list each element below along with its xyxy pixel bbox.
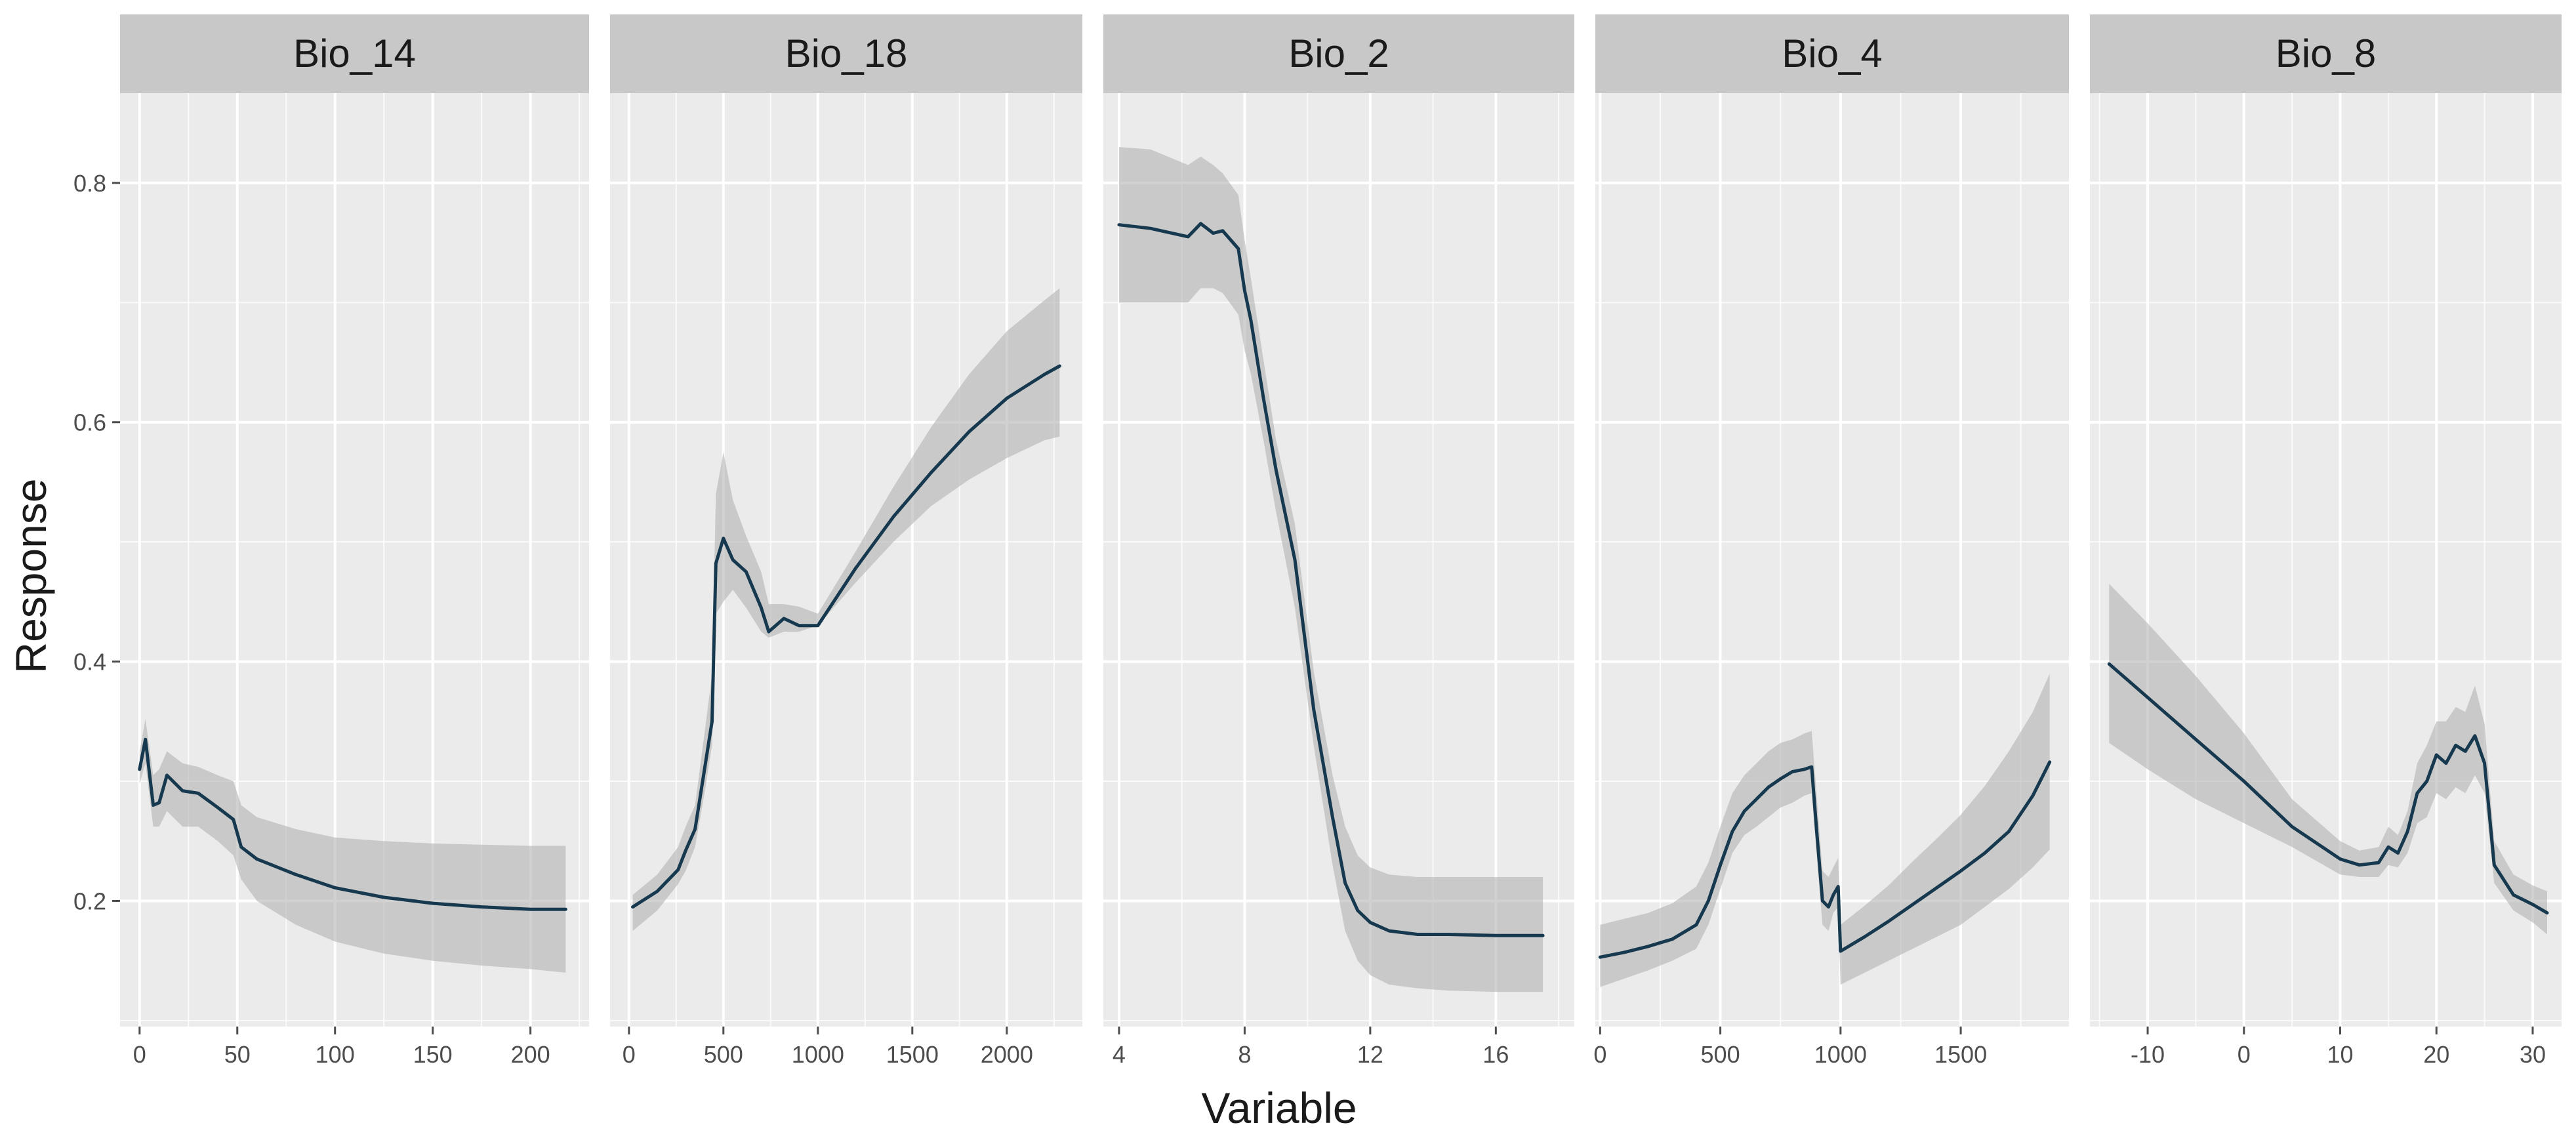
x-tick-label: 0	[623, 1041, 636, 1068]
facet-strip-label: Bio_4	[1782, 31, 1882, 75]
x-tick-label: 1500	[1934, 1041, 1987, 1068]
y-tick-label: 0.8	[73, 170, 106, 197]
facet-strip	[2090, 14, 2562, 93]
x-tick-label: 20	[2423, 1041, 2449, 1068]
y-axis-title: Response	[7, 478, 55, 673]
confidence-band	[1600, 673, 2050, 987]
x-tick-label: 10	[2327, 1041, 2353, 1068]
confidence-band	[2109, 584, 2547, 935]
facet-panel-bio-18: Bio_18 0 500 1000 1500 2000	[610, 14, 1082, 1068]
confidence-band	[139, 719, 566, 973]
x-tick-label: -10	[2131, 1041, 2165, 1068]
x-tick-label: 2000	[981, 1041, 1033, 1068]
response-line	[1117, 222, 1545, 937]
x-tick-label: 1000	[1814, 1041, 1867, 1068]
response-line	[1598, 760, 2052, 959]
panel-background	[2090, 93, 2562, 1027]
x-tick-label: 8	[1238, 1041, 1251, 1068]
facet-panel-bio-8: Bio_8 -10 0 10 20 30	[2090, 14, 2562, 1068]
response-line	[631, 364, 1061, 909]
x-tick-label: 500	[704, 1041, 743, 1068]
x-tick-label: 16	[1482, 1041, 1509, 1068]
y-axis: 0.2 0.4 0.6 0.8	[73, 170, 120, 914]
facet-strip	[120, 14, 589, 93]
response-line	[138, 737, 567, 911]
facet-panel-bio-14: Bio_14 0 50 100 150 200	[120, 14, 589, 1068]
x-tick-label: 4	[1113, 1041, 1126, 1068]
y-tick-label: 0.4	[73, 649, 106, 676]
facet-strip-label: Bio_8	[2276, 31, 2376, 75]
x-tick-label: 150	[413, 1041, 453, 1068]
y-tick-label: 0.6	[73, 409, 106, 436]
x-tick-label: 12	[1357, 1041, 1383, 1068]
facet-strip-label: Bio_18	[785, 31, 908, 75]
x-tick-label: 100	[316, 1041, 355, 1068]
x-tick-label: 1500	[886, 1041, 939, 1068]
x-tick-label: 200	[511, 1041, 550, 1068]
facet-panel-bio-4: Bio_4 0 500 1000 1500	[1593, 14, 2069, 1068]
facet-strip	[1595, 14, 2069, 93]
y-tick-label: 0.2	[73, 887, 106, 914]
facet-strip	[1103, 14, 1574, 93]
x-tick-label: 0	[133, 1041, 146, 1068]
x-tick-label: 500	[1701, 1041, 1740, 1068]
facet-strip-label: Bio_14	[293, 31, 416, 75]
x-axis-title: Variable	[1201, 1084, 1357, 1132]
x-tick-label: 1000	[792, 1041, 844, 1068]
x-tick-label: 0	[2238, 1041, 2251, 1068]
response-line	[2107, 662, 2549, 915]
x-tick-label: 30	[2520, 1041, 2546, 1068]
facet-panel-bio-2: Bio_2 4 8 12 16	[1103, 14, 1574, 1068]
x-tick-label: 50	[224, 1041, 251, 1068]
x-tick-label: 0	[1593, 1041, 1606, 1068]
facet-strip	[610, 14, 1082, 93]
panel-background	[610, 93, 1082, 1027]
facet-strip-label: Bio_2	[1288, 31, 1389, 75]
